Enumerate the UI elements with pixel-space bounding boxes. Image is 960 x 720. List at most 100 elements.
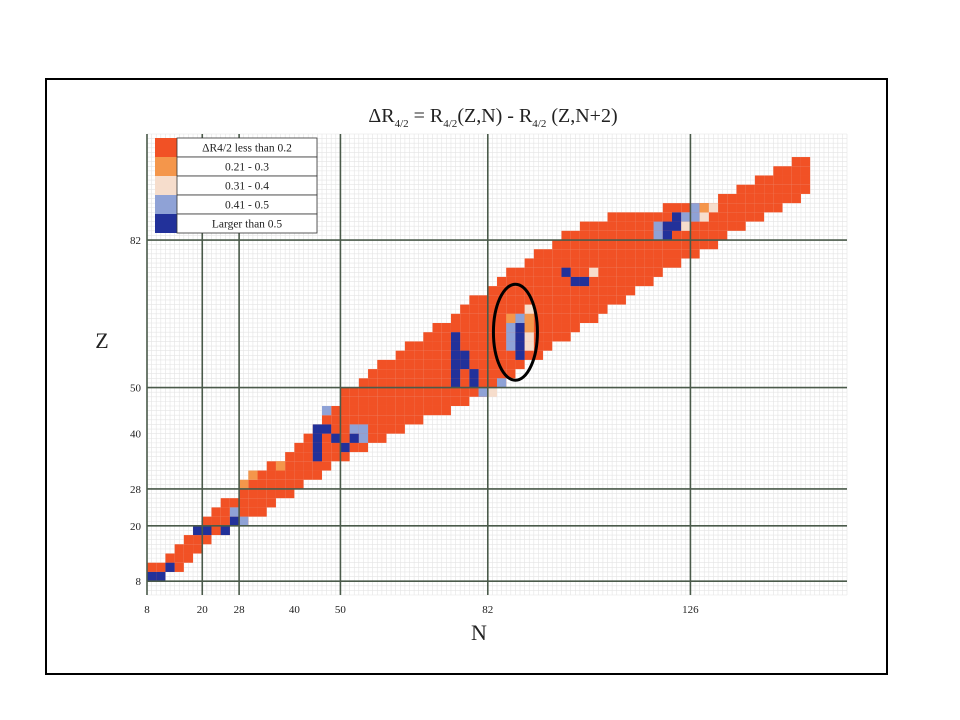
heatmap-cell [598,230,608,241]
heatmap-cell [294,442,304,453]
heatmap-cell [552,240,562,250]
heatmap-cell [368,424,378,434]
heatmap-cell [266,479,276,489]
heatmap-cell [708,240,719,250]
heatmap-cell-highlight [239,479,249,489]
heatmap-cell-highlight [699,203,709,213]
heatmap-cell [340,396,350,406]
x-axis-label: N [471,620,487,645]
heatmap-cell [589,295,599,305]
heatmap-cell [561,304,571,314]
heatmap-cell [377,378,387,388]
heatmap-cell [625,267,636,277]
heatmap-cell [506,350,516,360]
heatmap-cell [322,452,332,462]
heatmap-cell [275,470,286,480]
heatmap-cell [754,175,765,185]
heatmap-cell [635,276,645,287]
heatmap-cell [266,461,276,471]
heatmap-cell [561,313,571,324]
heatmap-cell [644,267,654,277]
heatmap-cell-highlight [349,433,359,443]
heatmap-cell [239,488,249,499]
heatmap-cell [579,304,590,314]
heatmap-cell [386,405,396,416]
heatmap-cell [487,378,497,388]
heatmap-cell [404,387,415,397]
heatmap-cell [487,359,497,370]
heatmap-cell [524,276,534,287]
heatmap-cell-highlight [524,332,534,342]
heatmap-cell [460,387,470,397]
legend-swatch [155,157,177,176]
legend: ΔR4/2 less than 0.2 0.21 - 0.3 0.31 - 0.4 0… [155,137,318,234]
heatmap-cell-highlight [524,313,534,324]
heatmap-cell [791,193,801,204]
heatmap-cell [579,286,590,296]
heatmap-cell-highlight [653,221,663,231]
heatmap-cell [285,479,295,489]
heatmap-cell [506,286,516,296]
heatmap-cell [257,498,267,508]
heatmap-cell [432,369,442,379]
heatmap-cell [745,212,755,222]
heatmap-cell-highlight [506,313,516,324]
x-tick-label: 8 [144,604,150,616]
heatmap-cell [358,387,369,397]
heatmap-cell [653,267,663,277]
heatmap-cell-highlight [469,369,479,379]
heatmap-cell [312,470,322,480]
heatmap-cell [533,304,544,314]
heatmap-cell [616,286,626,296]
heatmap-cell [635,212,645,222]
heatmap-cell [275,488,286,499]
heatmap-cell [193,535,203,545]
heatmap-cell [579,295,590,305]
heatmap-cell [782,166,792,176]
heatmap-cell [764,203,774,213]
heatmap-cell-highlight [524,341,534,351]
heatmap-cell [285,470,295,480]
heatmap-cell [690,221,700,231]
heatmap-cell-highlight [690,203,700,213]
heatmap-cell [506,267,516,277]
heatmap-cell [257,488,267,499]
heatmap-cell [266,470,276,480]
heatmap-cell [432,359,442,370]
heatmap-cell-highlight [515,313,525,324]
heatmap-cell [349,396,359,406]
heatmap-cell [248,479,258,489]
heatmap-cell [450,387,461,397]
heatmap-cell [561,240,571,250]
y-tick-label: 8 [136,576,142,588]
heatmap-cell [524,295,534,305]
heatmap-cell [699,240,709,250]
heatmap-cell [497,313,507,324]
heatmap-cell [349,405,359,416]
legend-swatch [155,214,177,233]
heatmap-cell [497,304,507,314]
heatmap-cell [423,387,433,397]
heatmap-cell-highlight [450,359,461,370]
heatmap-cell [478,304,488,314]
heatmap-cell [497,341,507,351]
heatmap-cell [487,295,497,305]
heatmap-cell [358,396,369,406]
heatmap-cell [570,258,580,268]
heatmap-cell [570,249,580,259]
legend-label: 0.41 - 0.5 [225,200,269,212]
y-tick-label: 40 [130,429,142,441]
heatmap-cell [441,359,451,370]
heatmap-cell [478,359,488,370]
heatmap-cell [561,276,571,287]
heatmap-cell [432,341,442,351]
heatmap-cell [579,313,590,324]
heatmap-cell-highlight [340,442,350,453]
heatmap-cell [589,313,599,324]
heatmap-cell [257,470,267,480]
heatmap-cell [266,488,276,499]
heatmap-cell [736,184,746,194]
heatmap-cell [533,341,544,351]
heatmap-cell-highlight [515,341,525,351]
y-tick-label: 50 [130,383,142,395]
